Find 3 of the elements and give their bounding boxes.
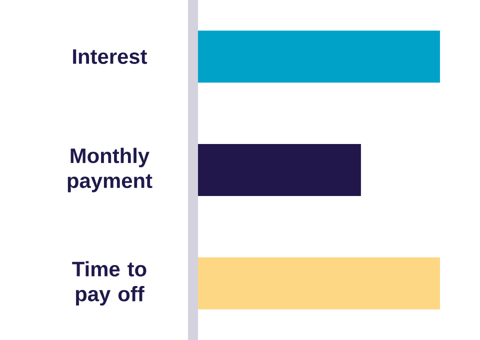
y-tick-label: Monthly payment <box>68 148 152 192</box>
y-tick-label: Time to pay off <box>72 261 146 306</box>
y-tick-label: Interest <box>73 49 148 64</box>
